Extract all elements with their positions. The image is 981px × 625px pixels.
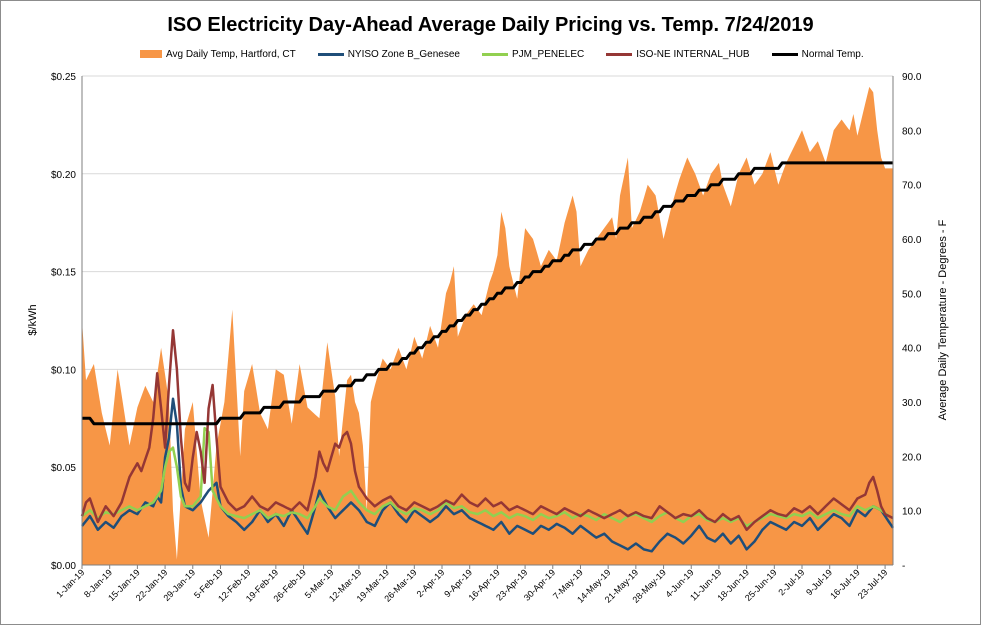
y-axis-left-label: $/kWh [27,304,39,335]
x-tick-label: 2-Apr-19 [415,567,447,599]
chart-legend: Avg Daily Temp, Hartford, CT NYISO Zone … [140,47,886,61]
y-tick-right-label: 80.0 [902,126,922,137]
legend-swatch-nyiso [317,52,344,56]
y-tick-right-label: 10.0 [902,507,922,518]
legend-item-normal: Normal Temp. [771,48,864,60]
temperature-area-layer [82,86,893,566]
x-tick-label: 23-Jul-19 [856,567,890,601]
legend-item-temp: Avg Daily Temp, Hartford, CT [140,49,296,60]
series-line-nyiso [81,397,895,553]
x-tick-label: 2-Jul-19 [776,567,806,597]
y-tick-left-label: $0.00 [51,561,76,572]
y-tick-right-label: 30.0 [902,398,922,409]
legend-swatch-temp [140,50,162,58]
y-tick-right-label: 60.0 [902,235,922,246]
y-axis-right-label: Average Daily Temperature - Degrees - F [937,219,949,420]
series-area-temp [82,86,893,566]
y-tick-right-label: 70.0 [902,181,922,192]
y-tick-left-label: $0.10 [51,365,76,376]
legend-swatch-pjm [481,52,508,56]
legend-item-isone: ISO-NE INTERNAL_HUB [606,48,750,60]
legend-swatch-normal [771,52,798,56]
series-line-isone [80,329,894,532]
legend-label-normal: Normal Temp. [801,48,864,60]
legend-label-nyiso: NYISO Zone B_Genesee [347,48,460,60]
chart-title: ISO Electricity Day-Ahead Average Daily … [167,14,814,36]
y-tick-left-label: $0.15 [51,268,76,279]
y-tick-right-label: 90.0 [902,72,922,83]
legend-item-nyiso: NYISO Zone B_Genesee [317,48,460,60]
series-lines-layer [80,161,895,553]
series-line-normal [82,161,893,426]
legend-label-isone: ISO-NE INTERNAL_HUB [636,48,750,60]
y-tick-left-label: $0.20 [51,170,76,181]
legend-label-temp: Avg Daily Temp, Hartford, CT [166,48,296,60]
x-tick-label: 1-Jan-19 [54,567,86,599]
legend-label-pjm: PJM_PENELEC [511,48,585,60]
legend-item-pjm: PJM_PENELEC [481,48,585,60]
legend-swatch-isone [606,52,633,56]
y-tick-right-label: 40.0 [902,344,922,355]
y-tick-right-label: - [902,561,905,572]
y-tick-left-label: $0.25 [51,72,76,83]
y-tick-right-label: 20.0 [902,452,922,463]
y-tick-left-label: $0.05 [51,463,76,474]
y-tick-right-label: 50.0 [902,289,922,300]
